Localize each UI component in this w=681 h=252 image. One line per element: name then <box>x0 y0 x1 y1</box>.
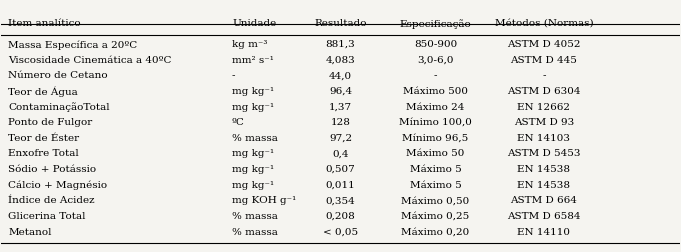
Text: Máximo 5: Máximo 5 <box>409 165 461 174</box>
Text: % massa: % massa <box>232 228 278 237</box>
Text: mg KOH g⁻¹: mg KOH g⁻¹ <box>232 196 296 205</box>
Text: Viscosidade Cinemática a 40ºC: Viscosidade Cinemática a 40ºC <box>8 56 172 65</box>
Text: Métodos (Normas): Métodos (Normas) <box>494 19 593 28</box>
Text: EN 14110: EN 14110 <box>518 228 571 237</box>
Text: Máximo 500: Máximo 500 <box>403 87 468 96</box>
Text: mg kg⁻¹: mg kg⁻¹ <box>232 149 274 159</box>
Text: ASTM D 664: ASTM D 664 <box>511 196 577 205</box>
Text: 0,208: 0,208 <box>326 212 355 221</box>
Text: 96,4: 96,4 <box>329 87 352 96</box>
Text: Índice de Acidez: Índice de Acidez <box>8 196 95 205</box>
Text: 4,083: 4,083 <box>326 56 355 65</box>
Text: % massa: % massa <box>232 134 278 143</box>
Text: Máximo 50: Máximo 50 <box>407 149 464 159</box>
Text: 0,354: 0,354 <box>326 196 355 205</box>
Text: 97,2: 97,2 <box>329 134 352 143</box>
Text: 850-900: 850-900 <box>414 40 457 49</box>
Text: Enxofre Total: Enxofre Total <box>8 149 79 159</box>
Text: ºC: ºC <box>232 118 245 127</box>
Text: Máximo 0,50: Máximo 0,50 <box>401 196 470 205</box>
Text: Resultado: Resultado <box>314 19 367 28</box>
Text: EN 12662: EN 12662 <box>518 103 571 112</box>
Text: Massa Específica a 20ºC: Massa Específica a 20ºC <box>8 40 138 50</box>
Text: ASTM D 6304: ASTM D 6304 <box>507 87 581 96</box>
Text: Mínimo 96,5: Mínimo 96,5 <box>402 134 469 143</box>
Text: mg kg⁻¹: mg kg⁻¹ <box>232 103 274 112</box>
Text: 3,0-6,0: 3,0-6,0 <box>417 56 454 65</box>
Text: ASTM D 6584: ASTM D 6584 <box>507 212 581 221</box>
Text: Cálcio + Magnésio: Cálcio + Magnésio <box>8 181 108 190</box>
Text: Sódio + Potássio: Sódio + Potássio <box>8 165 96 174</box>
Text: ASTM D 93: ASTM D 93 <box>514 118 574 127</box>
Text: -: - <box>542 71 545 80</box>
Text: ASTM D 4052: ASTM D 4052 <box>507 40 581 49</box>
Text: 44,0: 44,0 <box>329 71 352 80</box>
Text: Teor de Éster: Teor de Éster <box>8 134 79 143</box>
Text: Máximo 5: Máximo 5 <box>409 181 461 190</box>
Text: ContaminaçãoTotal: ContaminaçãoTotal <box>8 103 110 112</box>
Text: Unidade: Unidade <box>232 19 276 28</box>
Text: Ponto de Fulgor: Ponto de Fulgor <box>8 118 93 127</box>
Text: mg kg⁻¹: mg kg⁻¹ <box>232 165 274 174</box>
Text: Glicerina Total: Glicerina Total <box>8 212 86 221</box>
Text: EN 14538: EN 14538 <box>518 165 571 174</box>
Text: 881,3: 881,3 <box>326 40 355 49</box>
Text: 128: 128 <box>330 118 351 127</box>
Text: Máximo 0,20: Máximo 0,20 <box>401 228 470 237</box>
Text: Máximo 0,25: Máximo 0,25 <box>401 212 470 221</box>
Text: Máximo 24: Máximo 24 <box>407 103 464 112</box>
Text: Teor de Água: Teor de Água <box>8 87 78 97</box>
Text: mg kg⁻¹: mg kg⁻¹ <box>232 181 274 190</box>
Text: 0,011: 0,011 <box>326 181 355 190</box>
Text: EN 14538: EN 14538 <box>518 181 571 190</box>
Text: mg kg⁻¹: mg kg⁻¹ <box>232 87 274 96</box>
Text: < 0,05: < 0,05 <box>323 228 358 237</box>
Text: 0,4: 0,4 <box>332 149 349 159</box>
Text: -: - <box>232 71 236 80</box>
Text: ASTM D 5453: ASTM D 5453 <box>507 149 581 159</box>
Text: -: - <box>434 71 437 80</box>
Text: Especificação: Especificação <box>400 19 471 29</box>
Text: ASTM D 445: ASTM D 445 <box>511 56 577 65</box>
Text: Número de Cetano: Número de Cetano <box>8 71 108 80</box>
Text: 0,507: 0,507 <box>326 165 355 174</box>
Text: 1,37: 1,37 <box>329 103 352 112</box>
Text: EN 14103: EN 14103 <box>518 134 571 143</box>
Text: mm² s⁻¹: mm² s⁻¹ <box>232 56 274 65</box>
Text: kg m⁻³: kg m⁻³ <box>232 40 268 49</box>
Text: Item analítico: Item analítico <box>8 19 81 28</box>
Text: % massa: % massa <box>232 212 278 221</box>
Text: Metanol: Metanol <box>8 228 52 237</box>
Text: Mínimo 100,0: Mínimo 100,0 <box>399 118 472 127</box>
